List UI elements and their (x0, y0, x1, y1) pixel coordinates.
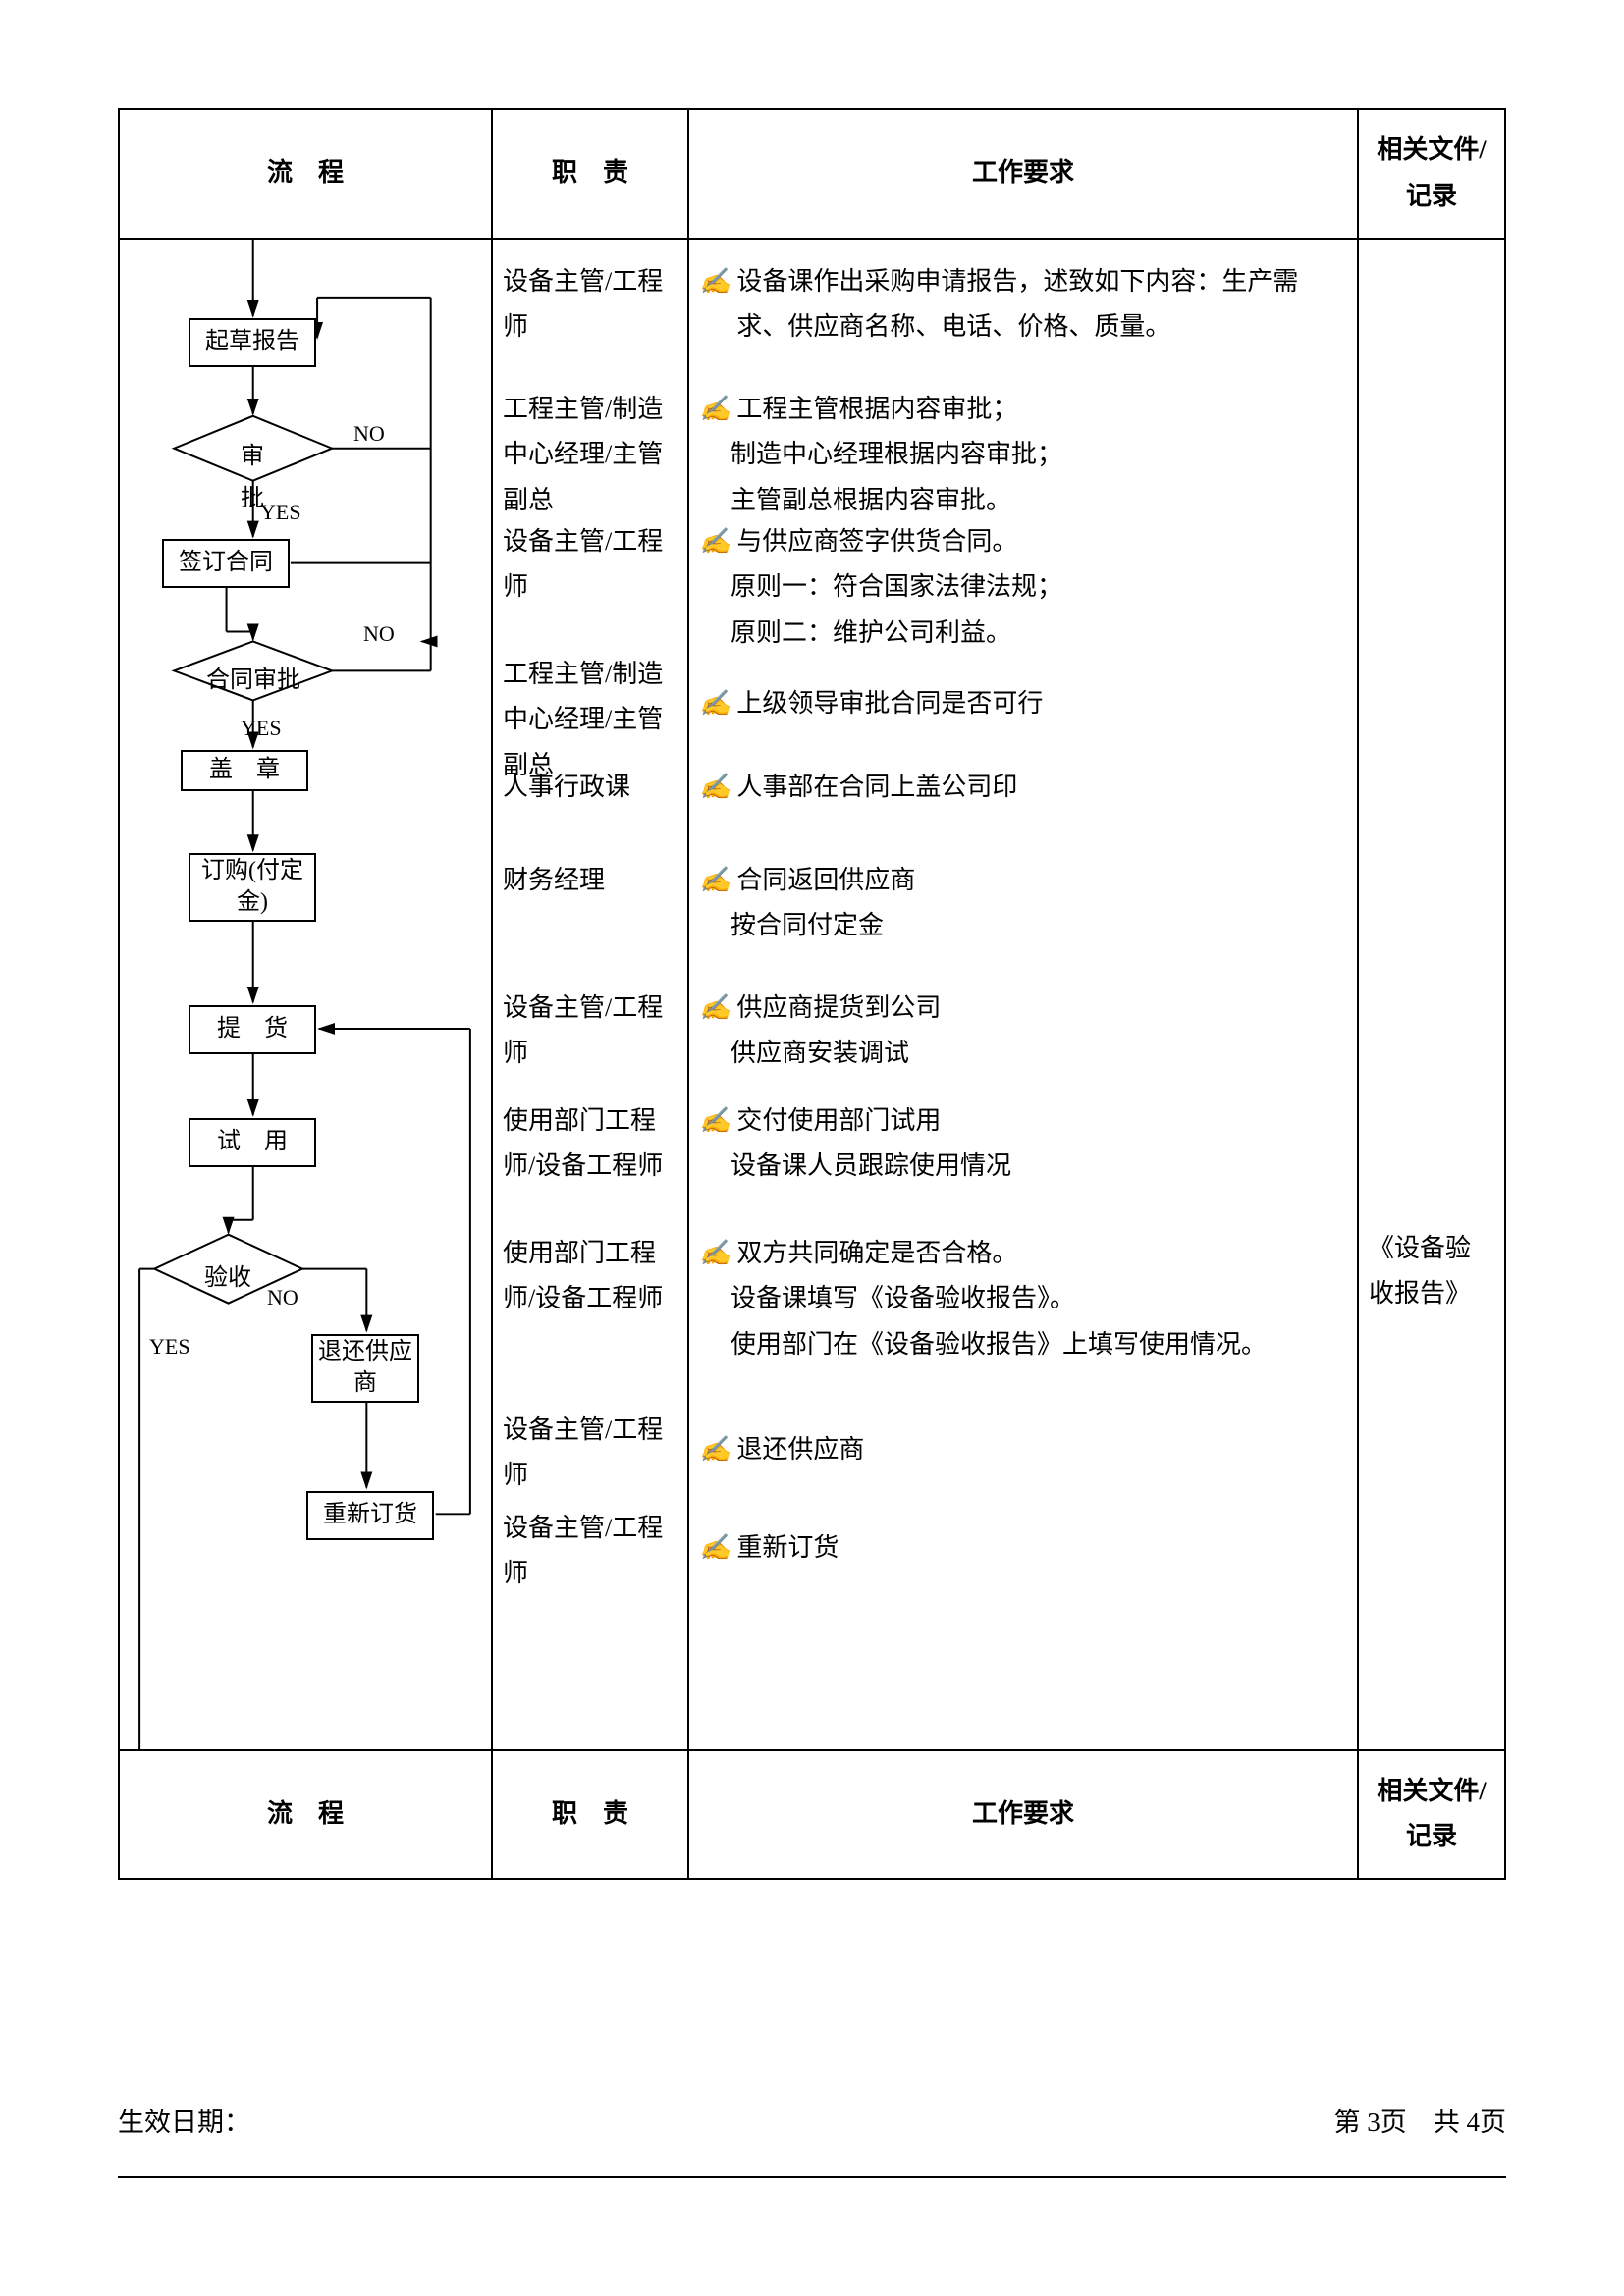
bullet-icon: ✍ (699, 765, 731, 811)
req-text: 制造中心经理根据内容审批； (731, 440, 1062, 468)
bullet-icon: ✍ (699, 1525, 731, 1572)
bullet-icon: ✍ (699, 1427, 731, 1473)
req-text: 与供应商签字供货合同。 (736, 519, 1017, 565)
flow-node-accept-label: 验收 (203, 1257, 252, 1300)
duty-text: 工程主管/制造中心经理/主管副总 (503, 660, 663, 780)
flow-node-label: 起草报告 (205, 327, 299, 357)
duty-text: 设备主管/工程师 (503, 993, 663, 1068)
req-text: 按合同付定金 (731, 911, 884, 939)
req-text: 使用部门在《设备验收报告》上填写使用情况。 (731, 1330, 1267, 1359)
flow-node-draft: 起草报告 (189, 318, 316, 367)
flow-node-label: 退还供应商 (317, 1337, 413, 1398)
duty-text: 设备主管/工程师 (503, 527, 663, 602)
duty-text: 使用部门工程师/设备工程师 (503, 1239, 663, 1313)
process-table: 流 程 职 责 工作要求 相关文件/记录 (118, 108, 1506, 1880)
flow-branch-label: NO (363, 614, 395, 654)
table-header-row: 流 程 职 责 工作要求 相关文件/记录 (119, 109, 1505, 239)
footer-left: 生效日期： (118, 2101, 250, 2139)
bullet-icon: ✍ (699, 681, 731, 727)
duty-text: 使用部门工程师/设备工程师 (503, 1106, 663, 1181)
flow-node-pickup: 提 货 (189, 1005, 316, 1054)
req-text: 上级领导审批合同是否可行 (736, 681, 1043, 727)
req-text: 供应商提货到公司 (736, 986, 941, 1032)
page-footer: 生效日期： 第 3页 共 4页 (118, 2101, 1506, 2139)
flow-node-label: 重新订货 (323, 1500, 417, 1530)
flow-branch-label: YES (241, 709, 282, 748)
duty-text: 设备主管/工程师 (503, 267, 663, 342)
flow-node-trial: 试 用 (189, 1118, 316, 1167)
bullet-icon: ✍ (699, 387, 731, 433)
flow-node-label: 订购(付定金) (194, 856, 310, 917)
flow-branch-label: NO (267, 1278, 298, 1317)
bullet-icon: ✍ (699, 519, 731, 565)
duty-cell: 设备主管/工程师 工程主管/制造中心经理/主管副总 设备主管/工程师 工程主管/… (492, 239, 688, 1750)
flow-node-reorder: 重新订货 (306, 1491, 434, 1540)
duty-text: 设备主管/工程师 (503, 1514, 663, 1588)
req-text: 双方共同确定是否合格。 (736, 1231, 1017, 1277)
req-text: 人事部在合同上盖公司印 (736, 765, 1017, 811)
footer-col-duty: 职 责 (492, 1750, 688, 1880)
col-header-doc: 相关文件/记录 (1358, 109, 1505, 239)
flowchart-cell: 起草报告 审 批 签订合同 合同审批 盖 章 订购(付定金) 提 货 试 用 (119, 239, 492, 1750)
flow-node-approve2-label: 合同审批 (206, 660, 300, 702)
col-header-flow: 流 程 (119, 109, 492, 239)
doc-text: 《设备验收报告》 (1369, 1234, 1471, 1308)
req-text: 原则二：维护公司利益。 (731, 618, 1011, 647)
bullet-icon: ✍ (699, 1098, 731, 1145)
req-text: 退还供应商 (736, 1427, 864, 1473)
footer-divider (118, 2176, 1506, 2178)
footer-col-req: 工作要求 (688, 1750, 1358, 1880)
flow-node-order: 订购(付定金) (189, 853, 316, 922)
col-header-req: 工作要求 (688, 109, 1358, 239)
duty-text: 工程主管/制造中心经理/主管副总 (503, 395, 663, 515)
req-text: 设备课人员跟踪使用情况 (731, 1151, 1011, 1180)
req-text: 主管副总根据内容审批。 (731, 486, 1011, 514)
req-text: 设备课填写《设备验收报告》。 (731, 1284, 1075, 1312)
flow-node-label: 提 货 (217, 1014, 288, 1044)
bullet-icon: ✍ (699, 259, 731, 305)
table-body-row: 起草报告 审 批 签订合同 合同审批 盖 章 订购(付定金) 提 货 试 用 (119, 239, 1505, 1750)
req-text: 交付使用部门试用 (736, 1098, 941, 1145)
flow-branch-label: YES (149, 1327, 190, 1366)
footer-right: 第 3页 共 4页 (1334, 2101, 1507, 2139)
req-text: 原则一：符合国家法律法规； (731, 572, 1062, 601)
footer-col-flow: 流 程 (119, 1750, 492, 1880)
flow-node-label: 盖 章 (209, 755, 280, 785)
req-text: 设备课作出采购申请报告，述致如下内容：生产需求、供应商名称、电话、价格、质量。 (736, 259, 1347, 351)
duty-text: 设备主管/工程师 (503, 1415, 663, 1490)
flow-node-return: 退还供应商 (311, 1334, 419, 1403)
flow-node-label: 试 用 (217, 1127, 288, 1157)
bullet-icon: ✍ (699, 858, 731, 904)
req-text: 工程主管根据内容审批； (736, 387, 1017, 433)
duty-text: 财务经理 (503, 866, 605, 894)
col-header-duty: 职 责 (492, 109, 688, 239)
flow-node-stamp: 盖 章 (181, 750, 308, 791)
flowchart-svg (120, 240, 491, 1749)
req-text: 重新订货 (736, 1525, 839, 1572)
footer-col-doc: 相关文件/记录 (1358, 1750, 1505, 1880)
bullet-icon: ✍ (699, 1231, 731, 1277)
flow-branch-label: YES (260, 493, 301, 532)
doc-cell: 《设备验收报告》 (1358, 239, 1505, 1750)
table-footer-row: 流 程 职 责 工作要求 相关文件/记录 (119, 1750, 1505, 1880)
req-text: 合同返回供应商 (736, 858, 915, 904)
flow-branch-label: NO (353, 414, 385, 454)
req-text: 供应商安装调试 (731, 1039, 909, 1067)
duty-text: 人事行政课 (503, 773, 630, 801)
flow-node-label: 签订合同 (179, 548, 273, 578)
bullet-icon: ✍ (699, 986, 731, 1032)
flow-node-contract: 签订合同 (162, 539, 290, 588)
req-cell: ✍设备课作出采购申请报告，述致如下内容：生产需求、供应商名称、电话、价格、质量。… (688, 239, 1358, 1750)
